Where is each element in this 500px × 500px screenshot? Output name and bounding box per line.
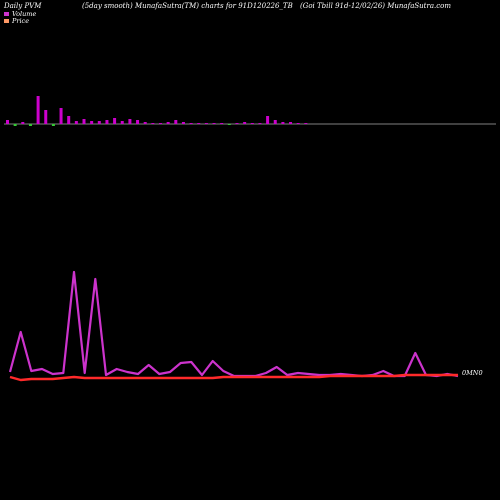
volume-bar (74, 121, 78, 124)
volume-bar (28, 124, 32, 126)
legend: Volume Price (4, 9, 37, 25)
legend-item-price: Price (4, 16, 36, 25)
volume-bar (166, 122, 170, 124)
volume-bar (44, 110, 48, 124)
volume-bar (289, 122, 293, 124)
volume-bar (90, 121, 94, 124)
volume-bar (6, 120, 9, 124)
volume-bar (82, 119, 86, 124)
volume-bar (151, 123, 155, 124)
volume-bar (273, 120, 277, 124)
volume-line (8, 270, 459, 378)
volume-bar (197, 123, 201, 124)
volume-bar (266, 116, 270, 124)
volume-bar (181, 122, 185, 124)
legend-label-volume: Volume (12, 9, 37, 18)
volume-bar (120, 121, 124, 124)
volume-bar (258, 123, 262, 124)
price-line (9, 373, 458, 382)
header-right: (Goi Tbill 91d-12/02/26) MunafaSutra.com (300, 2, 451, 10)
volume-bar (243, 122, 247, 124)
volume-bar (13, 124, 17, 126)
volume-bar (59, 108, 63, 124)
volume-bar (189, 123, 193, 124)
volume-bar (174, 120, 178, 124)
volume-bar (204, 123, 208, 124)
legend-swatch-price (4, 18, 9, 23)
volume-bar (97, 121, 101, 124)
volume-bar (227, 124, 231, 125)
header-left: Daily PVM (4, 2, 42, 10)
header-center: (5day smooth) MunafaSutra(TM) charts for… (82, 2, 293, 10)
volume-bar (212, 123, 216, 124)
legend-label-price: Price (12, 16, 30, 25)
price-label: 0MN0 (462, 369, 483, 377)
volume-bar (36, 96, 40, 124)
volume-bar (250, 123, 254, 124)
volume-bar (296, 123, 300, 124)
volume-bar (113, 118, 117, 124)
volume-bar (235, 123, 239, 124)
legend-item-volume: Volume (4, 9, 37, 18)
volume-bar (105, 120, 109, 124)
volume-bar (128, 119, 132, 124)
volume-bar (136, 120, 140, 124)
volume-bar (143, 122, 147, 124)
volume-bar (67, 116, 71, 124)
volume-bar (304, 123, 308, 124)
volume-bar (220, 123, 224, 124)
legend-swatch-volume (4, 11, 9, 16)
volume-bar (21, 122, 25, 124)
volume-bar (159, 123, 162, 124)
volume-bar (51, 124, 55, 126)
volume-bar (281, 122, 285, 124)
